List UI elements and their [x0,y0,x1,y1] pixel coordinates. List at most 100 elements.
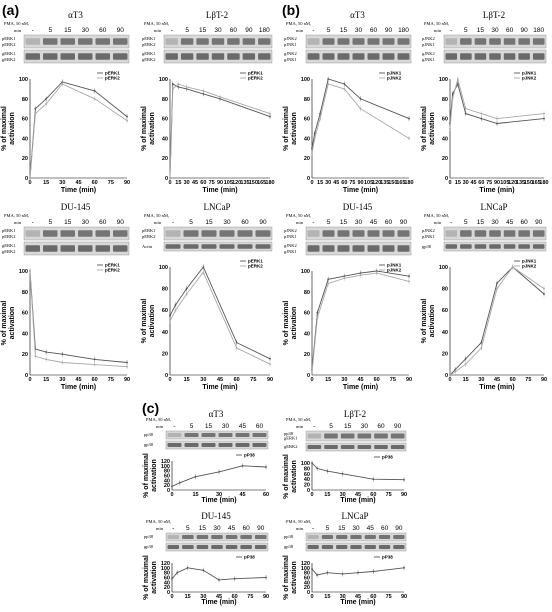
pma-label: PMA, 50 nM, [4,213,29,219]
blot-band [460,53,472,60]
blot-band [336,535,348,539]
pma-label: PMA, 50 nM, [286,213,311,219]
blot-label: pp38 [284,431,294,436]
blot-band [367,53,380,60]
y-axis-label: % of maximal [1,106,8,151]
blot-band [367,230,380,237]
lane-label: 15 [199,27,207,34]
y-tick-label: 100 [161,566,170,572]
blot-band [307,433,322,439]
legend-label: pP38 [244,555,255,560]
axes [311,271,409,376]
blot-band [518,53,530,60]
blot-band [242,53,256,60]
lane-label: 45 [370,219,378,226]
x-tick-label: 75 [390,377,396,383]
blot-strip [165,440,269,450]
lane-control: - [32,219,34,226]
blot-band [357,433,372,439]
x-tick-label: 90 [124,180,130,186]
lane-label: 30 [361,423,369,430]
blot-band [460,244,472,249]
blot-band [397,245,410,252]
lane-label: 60 [99,219,107,226]
y-tick-label: 80 [304,290,310,296]
y-tick-label: 40 [22,136,28,142]
x-tick-label: 15 [324,492,330,498]
y-tick-label: 100 [301,269,310,275]
min-label: min [156,526,164,531]
y-tick-label: 0 [307,176,310,182]
x-axis-label: Time (min) [201,497,236,504]
lane-label: 15 [205,423,213,430]
legend-label: pJNK2 [387,268,402,273]
chart-title: LβT-2 [344,409,366,419]
blot-band [324,433,338,439]
lane-label: 60 [370,27,378,34]
series-line [171,465,267,487]
y-tick-label: 0 [165,373,168,379]
x-tick-label: 45 [470,180,476,186]
y-axis-label: % of maximal [141,106,148,151]
y-tick-label: 20 [304,585,310,591]
x-tick-label: 90 [401,594,407,600]
blot-label: pERK2 [2,234,16,239]
min-label: min [296,220,304,225]
blot-label: gJNK1 [284,57,297,62]
lane-label: 180 [533,27,544,34]
x-tick-label: 135 [240,180,249,186]
lane-control: - [171,27,173,34]
blot-band [182,535,194,539]
x-tick-label: 120 [232,180,241,186]
x-tick-label: 0 [310,594,313,600]
blot-band [184,433,199,437]
x-tick-label: 150 [249,180,258,186]
blot-band [95,53,110,60]
x-tick-label: 75 [349,180,355,186]
x-tick-label: 105 [224,180,233,186]
blot-band [95,245,110,252]
lane-label: 15 [344,423,352,430]
x-tick-label: 30 [59,180,65,186]
chart-title: LNCaP [342,511,369,521]
min-label: min [14,28,22,33]
lane-label: 60 [506,27,514,34]
blot-band [78,245,93,252]
lane-label: 60 [385,219,393,226]
x-tick-label: 0 [310,492,313,498]
y-axis-label: activation [151,561,158,594]
y-axis-label: % of maximal [143,453,150,498]
y-tick-label: 40 [304,477,310,483]
lane-label: 45 [506,219,514,226]
x-tick-label: 60 [92,377,98,383]
y-tick-label: 40 [22,331,28,337]
blot-strip [305,442,407,452]
y-tick-label: 100 [19,269,28,275]
blot-band [445,230,458,237]
x-axis-label: Time (min) [340,599,375,606]
x-tick-label: 90 [217,180,223,186]
series-line [311,462,405,481]
lane-control: - [172,525,174,532]
blot-band [201,230,217,237]
legend-label: pERK1 [105,263,120,268]
blot-band [242,38,256,45]
x-tick-label: 75 [386,594,392,600]
panel-letter-b: (b) [282,2,300,18]
blot-band [113,53,128,60]
lane-label: 90 [259,219,267,226]
blot-band [474,38,487,45]
lane-label: 90 [257,525,265,532]
legend-label: pERK1 [105,71,120,76]
y-tick-label: 0 [307,590,310,596]
blot-band [489,53,501,60]
x-tick-label: 90 [357,180,363,186]
lane-label: 5 [327,219,331,226]
lane-label: 90 [117,219,125,226]
chart-title: LβT-2 [206,10,228,20]
pma-label: PMA, 50 nM, [146,519,171,525]
y-tick-label: 40 [304,331,310,337]
